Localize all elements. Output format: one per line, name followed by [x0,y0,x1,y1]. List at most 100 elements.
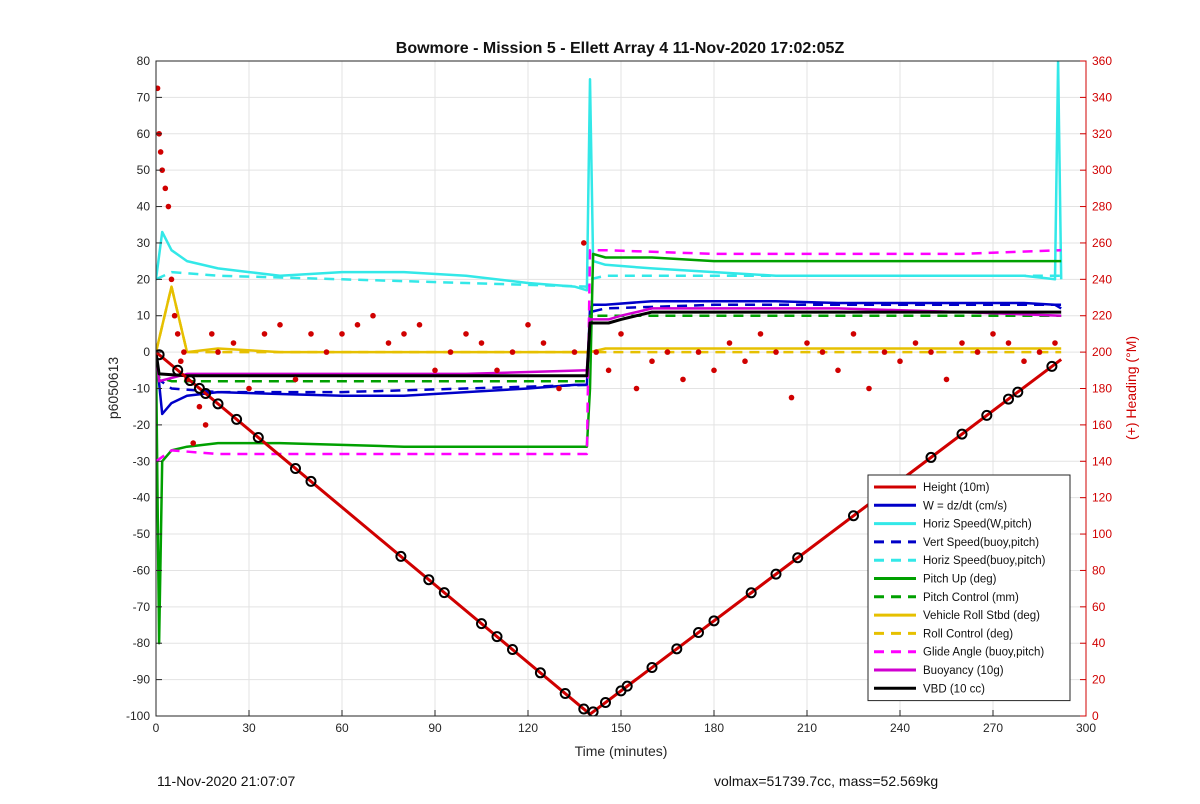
heading-point [835,367,841,374]
y-tick-label-left: 60 [137,127,151,141]
heading-point [757,331,764,337]
heading-point [202,422,209,428]
height-marker [172,364,184,376]
chart-title: Bowmore - Mission 5 - Ellett Array 4 11-… [396,40,845,57]
height-marker [925,451,937,463]
height-marker [671,643,683,655]
heading-point [1036,349,1043,355]
heading-point [196,403,203,410]
y-tick-label-left: -10 [133,382,151,396]
height-marker [621,680,633,692]
y-tick-label-right: 340 [1092,90,1112,104]
heading-point [323,349,330,355]
heading-point [525,322,531,328]
height-marker [770,568,782,580]
height-marker [200,387,212,399]
legend-label: Roll Control (deg) [923,628,1013,640]
x-tick-label: 300 [1076,721,1096,735]
y-tick-label-right: 180 [1092,382,1112,396]
y-tick-label-left: 20 [137,272,151,286]
heading-point [974,349,981,355]
legend-label: Vehicle Roll Stbd (deg) [923,610,1040,622]
heading-point [664,349,671,355]
y-tick-label-right: 220 [1092,309,1112,323]
heading-point [171,312,178,319]
heading-point [292,376,299,383]
series-line-pitch-up-deg [156,252,1062,645]
y-tick-label-left: -50 [133,527,151,541]
legend-label: Height (10m) [923,482,990,494]
height-marker [848,510,859,522]
x-axis: 0 30 60 90 120 150 180 210 240 270 300 [153,710,1096,735]
y-tick-label-right: 140 [1092,454,1112,468]
legend-label: Buoyancy (10g) [923,665,1004,677]
heading-point [416,322,423,328]
heading-point [819,349,826,355]
heading-point [649,358,655,365]
heading-point [494,367,500,374]
height-marker [476,618,487,630]
heading-point [593,349,599,355]
heading-point [354,322,361,328]
height-marker [745,587,757,599]
y-tick-label-left: -60 [133,563,151,577]
y-tick-label-left: -40 [133,491,151,505]
heading-point [773,349,779,355]
y-tick-label-left: 50 [137,163,151,177]
heading-point [190,440,196,446]
x-tick-label: 270 [983,721,1003,735]
height-marker [534,667,546,679]
heading-point [181,349,187,355]
y-tick-label-left: -20 [133,418,151,432]
heading-point [463,331,469,337]
heading-point [680,376,686,383]
heading-point [571,349,578,355]
series-line-pitch-control-mm [156,314,1062,383]
heading-point [478,340,485,346]
y-tick-label-left: 0 [143,345,150,359]
heading-point [897,358,903,365]
footer-volmax-mass: volmax=51739.7cc, mass=52.569kg [714,773,939,789]
y-tick-label-right: 300 [1092,163,1112,177]
heading-point [990,331,996,337]
height-marker [646,661,658,673]
heading-point [788,394,795,401]
heading-point [370,312,376,319]
y-tick-label-right: 20 [1092,673,1106,687]
x-tick-label: 0 [153,721,160,735]
height-marker [1003,393,1014,405]
height-marker [587,706,599,716]
heading-point [633,385,640,392]
heading-point [401,331,407,337]
height-marker [708,615,720,627]
height-marker [507,644,518,656]
heading-point [1021,358,1027,365]
heading-point [261,331,268,337]
heading-point [804,340,810,346]
heading-point [230,340,237,346]
x-tick-label: 210 [797,721,817,735]
height-marker [491,631,503,643]
y-tick-label-right: 120 [1092,491,1112,505]
height-marker [184,375,196,387]
heading-point [581,240,587,246]
y-tick-label-left: -90 [133,673,151,687]
heading-point [246,385,252,392]
y-tick-label-right: 100 [1092,527,1112,541]
heading-point [174,331,181,337]
y-tick-label-right: 60 [1092,600,1106,614]
height-marker [305,475,317,487]
heading-point [742,358,748,365]
height-marker [252,431,264,443]
series-line-vbd-10-cc [156,310,1062,378]
height-marker [1012,386,1024,398]
legend: Height (10m) W = dz/dt (cm/s) Horiz Speed(… [867,474,1071,702]
heading-point [156,85,161,92]
legend-label: VBD (10 cc) [923,683,985,695]
legend-label: Horiz Speed(W,pitch) [923,519,1032,531]
heading-point [959,340,965,346]
y-tick-label-left: -70 [133,600,151,614]
y-tick-label-right: 320 [1092,127,1112,141]
height-marker [438,587,450,599]
